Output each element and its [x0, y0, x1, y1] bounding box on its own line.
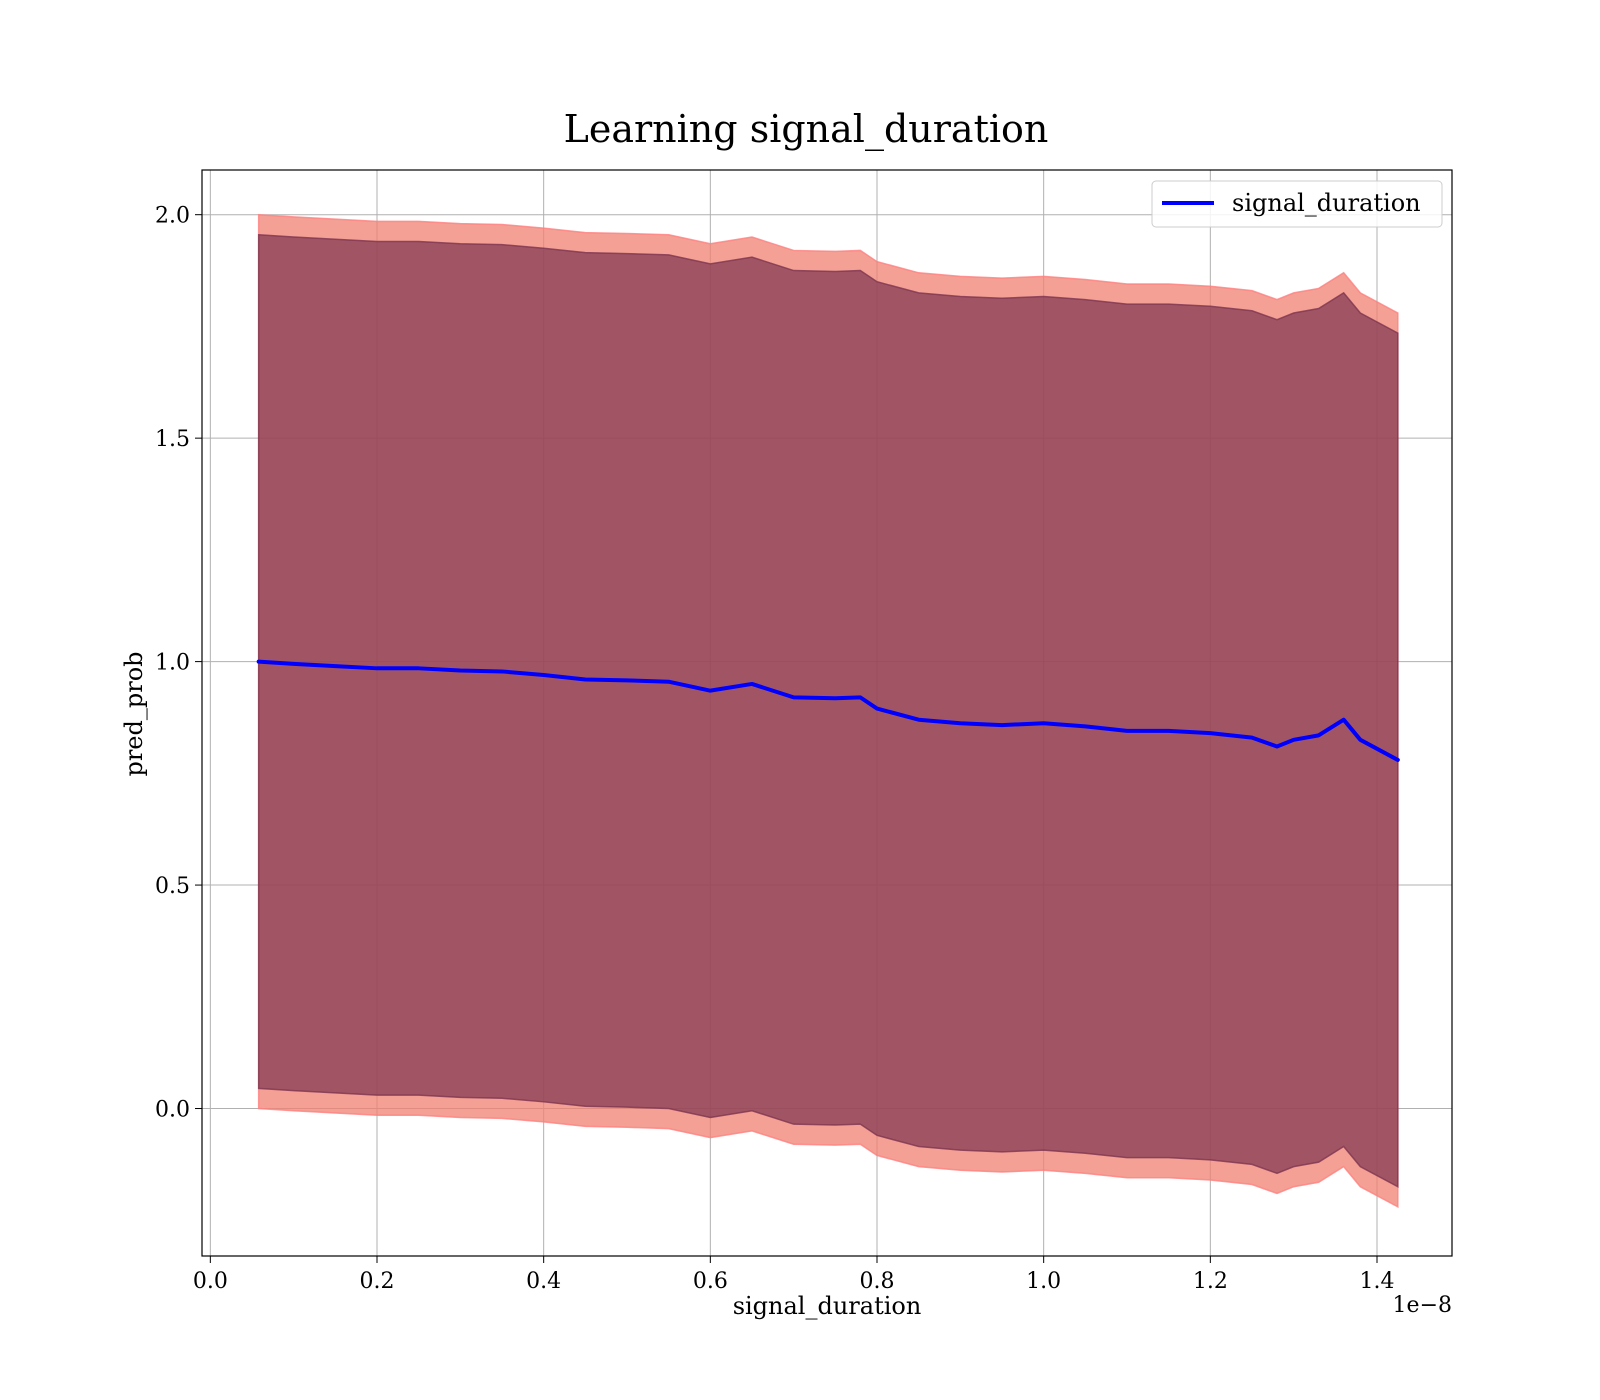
legend: signal_duration [1151, 180, 1443, 228]
legend-label: signal_duration [1232, 189, 1421, 217]
x-axis-offset-label: 1e−8 [1393, 1293, 1452, 1318]
y-axis-label: pred_prob [120, 651, 148, 776]
plot-frame [201, 169, 1453, 1257]
confidence-band-2 [257, 234, 1399, 1188]
y-tick-label: 1.0 [155, 651, 190, 676]
x-tick-label: 0.4 [526, 1269, 561, 1294]
y-tick-label: 2.0 [155, 204, 190, 229]
legend-box [1151, 180, 1443, 228]
y-tick-label: 1.5 [155, 427, 190, 452]
x-tick-label: 1.2 [1193, 1269, 1228, 1294]
y-tick-label: 0.0 [155, 1098, 190, 1123]
x-tick-label: 0.0 [193, 1269, 228, 1294]
x-axis-ticks: 0.0 0.2 0.4 0.6 0.8 1.0 1.2 1.4 [193, 1256, 1395, 1294]
x-axis-label: signal_duration [733, 1292, 922, 1320]
x-tick-label: 0.6 [693, 1269, 728, 1294]
band-layer [257, 213, 1399, 1209]
y-axis-ticks: 0.0 0.5 1.0 1.5 2.0 [155, 204, 202, 1123]
series-line-1 [256, 659, 1400, 762]
y-tick-label: 0.5 [155, 874, 190, 899]
x-tick-label: 1.0 [1026, 1269, 1061, 1294]
x-tick-label: 1.4 [1360, 1269, 1395, 1294]
x-tick-label: 0.2 [360, 1269, 395, 1294]
chart-title: Learning signal_duration [564, 107, 1049, 152]
line-layer [256, 659, 1400, 762]
x-tick-label: 0.8 [860, 1269, 895, 1294]
